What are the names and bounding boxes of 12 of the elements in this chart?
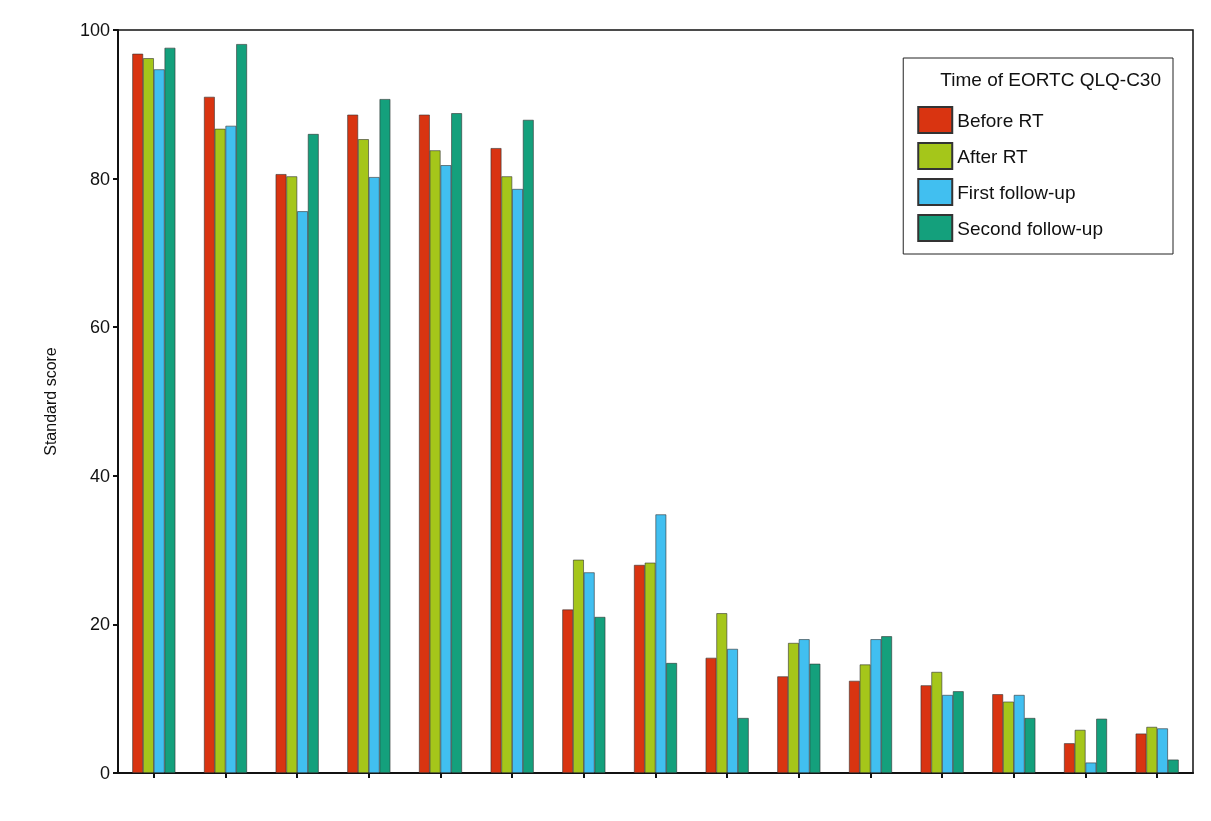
y-tick-label: 20 (89, 614, 110, 635)
legend-label: After RT (957, 145, 1029, 167)
legend-label: Second follow-up (957, 217, 1104, 239)
y-tick-label: 80 (89, 168, 110, 189)
legend-label: First follow-up (957, 181, 1076, 203)
y-tick-label: 0 (99, 763, 110, 783)
y-tick-label: 60 (89, 317, 110, 338)
legend-label: Before RT (957, 109, 1044, 131)
y-axis-title: Standard score (41, 347, 59, 456)
legend-title: Time of EORTC QLQ-C30 (940, 69, 1162, 90)
y-tick-label: 100 (79, 20, 110, 40)
y-tick-label: 40 (89, 465, 110, 486)
